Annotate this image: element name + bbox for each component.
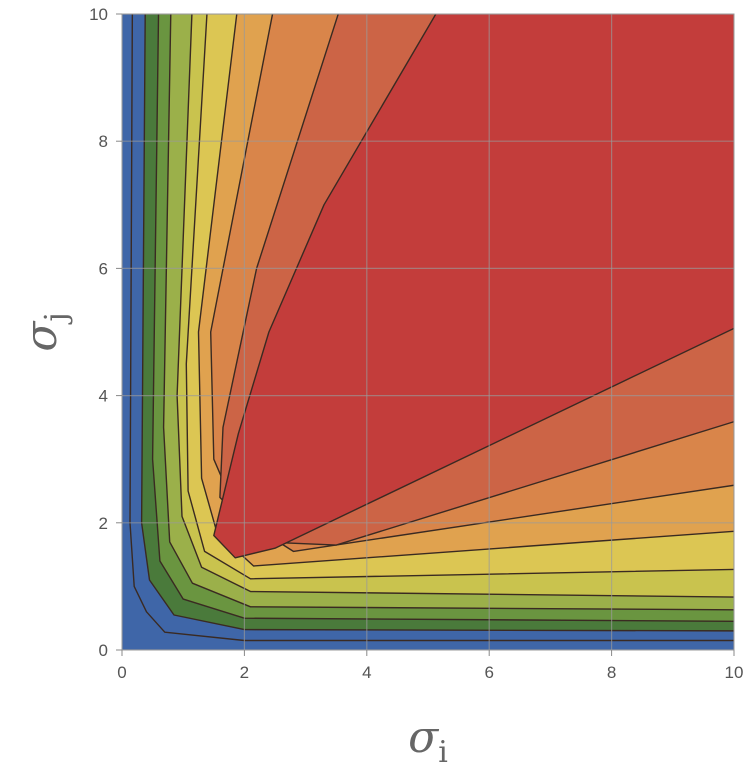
- y-tick-label-10: 10: [89, 5, 108, 24]
- y-tick-label-4: 4: [99, 387, 108, 406]
- y-tick-label-0: 0: [99, 641, 108, 660]
- x-tick-label-10: 10: [725, 663, 744, 682]
- y-tick-label-2: 2: [99, 514, 108, 533]
- y-tick-label-6: 6: [99, 259, 108, 278]
- x-axis-label: σi: [408, 712, 448, 769]
- contour-regions: [122, 14, 734, 650]
- x-tick-label-6: 6: [484, 663, 493, 682]
- y-tick-label-8: 8: [99, 132, 108, 151]
- y-axis-label: σj: [16, 312, 74, 351]
- x-tick-label-4: 4: [362, 663, 371, 682]
- x-tick-label-8: 8: [607, 663, 616, 682]
- plot-area: [122, 14, 734, 650]
- gridlines: [122, 14, 734, 650]
- plot-frame: [121, 13, 735, 651]
- x-tick-label-0: 0: [117, 663, 126, 682]
- axis-ticks: 0 2 4 6 8 10 0 2 4 6 8 10: [89, 5, 743, 682]
- x-tick-label-2: 2: [240, 663, 249, 682]
